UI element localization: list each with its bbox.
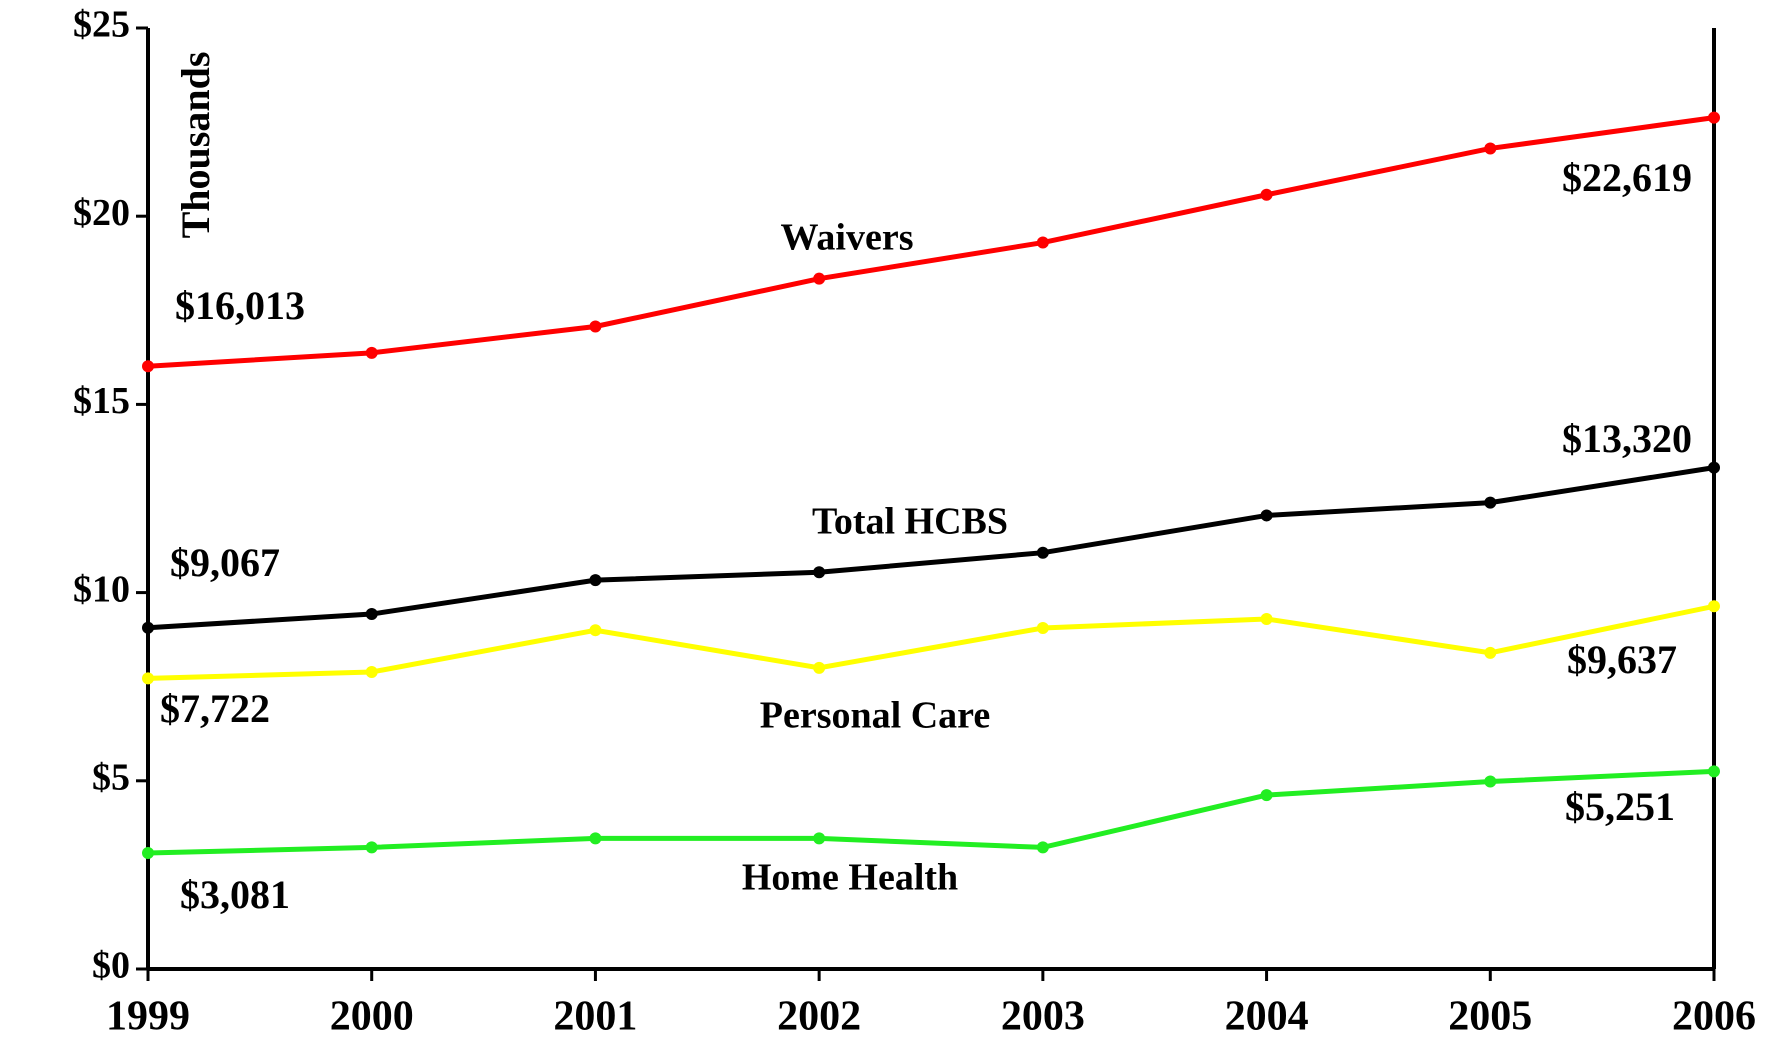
data-point: [1708, 111, 1720, 124]
data-point: [813, 832, 826, 845]
data-point: [1036, 546, 1049, 559]
data-point: [1260, 509, 1273, 522]
x-tick-label: 2001: [553, 994, 637, 1040]
y-tick-label: $20: [73, 192, 130, 234]
data-point: [365, 608, 378, 621]
series-label: Personal Care: [760, 695, 990, 737]
data-label: $7,722: [160, 686, 270, 731]
series-line: [147, 465, 1715, 631]
x-tick-label: 2002: [777, 994, 861, 1040]
data-point: [1484, 496, 1497, 509]
y-tick-label: $25: [73, 4, 130, 46]
series-label: Waivers: [781, 217, 914, 259]
data-point: [813, 566, 826, 579]
data-point: [1036, 841, 1049, 854]
series-line: [147, 603, 1715, 681]
data-point: [589, 832, 602, 845]
data-point: [589, 574, 602, 587]
data-label: $9,067: [170, 540, 280, 585]
data-point: [142, 672, 154, 685]
x-tick-label: 2000: [330, 994, 414, 1040]
data-point: [1260, 612, 1273, 625]
data-label: $5,251: [1565, 784, 1675, 829]
y-axis-label: Thousands: [173, 52, 218, 239]
data-label: $16,013: [175, 283, 305, 328]
data-point: [813, 661, 826, 674]
y-tick-label: $10: [73, 568, 130, 610]
x-tick-label: 2003: [1001, 994, 1085, 1040]
data-point: [589, 320, 602, 333]
data-point: [1484, 142, 1497, 155]
x-tick-label: 2006: [1672, 994, 1756, 1040]
data-point: [1260, 188, 1273, 201]
data-point: [1708, 461, 1720, 474]
y-tick-label: $0: [92, 945, 130, 987]
data-point: [1260, 789, 1273, 802]
data-point: [1036, 236, 1049, 249]
data-point: [589, 624, 602, 637]
data-point: [1484, 646, 1497, 659]
y-tick-label: $15: [73, 380, 130, 422]
data-point: [142, 847, 154, 860]
data-point: [365, 346, 378, 359]
data-point: [365, 666, 378, 679]
data-point: [1708, 765, 1720, 778]
data-point: [1036, 621, 1049, 634]
data-point: [813, 272, 826, 285]
series-label: Total HCBS: [812, 501, 1008, 543]
data-label: $3,081: [180, 872, 290, 917]
x-tick-label: 2005: [1448, 994, 1532, 1040]
data-label: $9,637: [1567, 637, 1677, 682]
series-line: [147, 115, 1715, 369]
data-point: [142, 621, 154, 634]
data-point: [1484, 775, 1497, 788]
x-tick-label: 1999: [106, 994, 190, 1040]
data-point: [1708, 600, 1720, 613]
data-label: $13,320: [1562, 416, 1692, 461]
data-label: $22,619: [1562, 155, 1692, 200]
x-tick-label: 2004: [1225, 994, 1309, 1040]
data-point: [365, 841, 378, 854]
data-point: [142, 360, 154, 373]
y-tick-label: $5: [92, 757, 130, 799]
series-label: Home Health: [742, 857, 958, 899]
series-line: [147, 768, 1715, 856]
